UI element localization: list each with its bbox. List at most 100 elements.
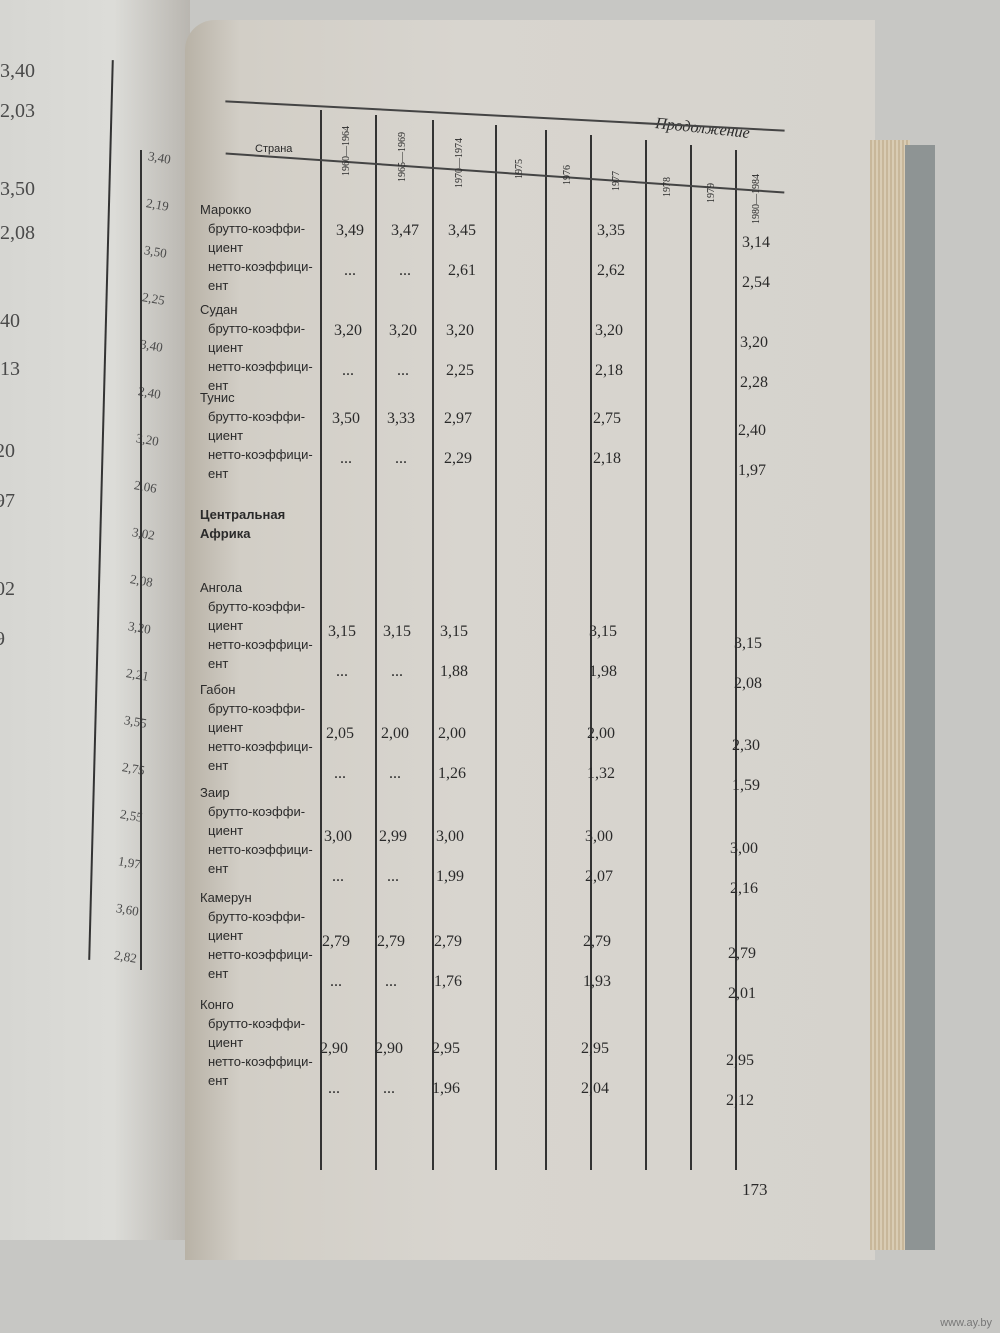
gross-value: 3,35	[597, 222, 625, 239]
gross-label: брутто-коэффи- циент	[208, 221, 306, 255]
country-name: Ангола	[200, 580, 243, 595]
net-value: 2,04	[581, 1080, 609, 1097]
gross-value: 3,00	[436, 828, 464, 845]
net-value: ...	[387, 868, 399, 885]
net-value: ...	[385, 973, 397, 990]
left-page-value: 2,03	[0, 100, 35, 122]
left-page-value: 97	[0, 490, 15, 512]
column-divider	[545, 130, 547, 1170]
net-value: 1,98	[589, 663, 617, 680]
gross-value: 2,30	[732, 737, 760, 754]
gross-value: 3,15	[734, 635, 762, 652]
net-value: 1,59	[732, 777, 760, 794]
gross-label: брутто-коэффи- циент	[208, 409, 306, 443]
gross-value: 3,15	[440, 623, 468, 640]
net-value: 1,97	[738, 462, 766, 479]
gross-value: 3,49	[336, 222, 364, 239]
country-name: Тунис	[200, 390, 235, 405]
net-value: 2,18	[593, 450, 621, 467]
gross-label: брутто-коэффи- циент	[208, 804, 306, 838]
column-divider	[690, 145, 692, 1170]
left-page	[0, 0, 190, 1240]
column-header: 1965—1969	[397, 132, 408, 182]
gross-value: 3,33	[387, 410, 415, 427]
gross-label: брутто-коэффи- циент	[208, 1016, 306, 1050]
net-value: 1,26	[438, 765, 466, 782]
gross-value: 2,05	[326, 725, 354, 742]
page-edges	[870, 140, 910, 1250]
book-cover	[905, 145, 935, 1250]
gross-value: 3,45	[448, 222, 476, 239]
gross-value: 2,99	[379, 828, 407, 845]
column-divider	[495, 125, 497, 1170]
country-name: Камерун	[200, 890, 252, 905]
net-value: 2,54	[742, 274, 770, 291]
gross-value: 2,95	[581, 1040, 609, 1057]
right-page	[185, 20, 875, 1260]
net-value: ...	[397, 362, 409, 379]
net-value: 1,96	[432, 1080, 460, 1097]
gross-value: 3,00	[324, 828, 352, 845]
column-divider	[735, 150, 737, 1170]
net-value: ...	[395, 450, 407, 467]
column-header: 1970—1974	[454, 138, 465, 188]
net-value: 2,25	[446, 362, 474, 379]
gross-value: 3,15	[328, 623, 356, 640]
column-divider	[320, 110, 322, 1170]
gross-value: 3,47	[391, 222, 419, 239]
net-value: ...	[383, 1080, 395, 1097]
gross-value: 2,00	[381, 725, 409, 742]
column-header: 1978	[662, 177, 673, 197]
net-value: ...	[342, 362, 354, 379]
region-heading: Центральная Африка	[200, 507, 286, 541]
left-page-value: 20	[0, 440, 15, 462]
gross-value: 2,00	[587, 725, 615, 742]
net-value: 1,93	[583, 973, 611, 990]
column-divider	[645, 140, 647, 1170]
gross-value: 3,20	[446, 322, 474, 339]
gross-value: 2,97	[444, 410, 472, 427]
gross-label: брутто-коэффи- циент	[208, 321, 306, 355]
gross-value: 3,00	[585, 828, 613, 845]
country-name: Заир	[200, 785, 230, 800]
net-value: 1,99	[436, 868, 464, 885]
gross-value: 3,20	[595, 322, 623, 339]
net-value: ...	[344, 262, 356, 279]
gross-value: 2,00	[438, 725, 466, 742]
watermark: www.ay.by	[940, 1317, 992, 1329]
column-header: 1980—1984	[751, 174, 762, 224]
net-value: 2,08	[734, 675, 762, 692]
page-number: 173	[742, 1180, 768, 1199]
net-value: 2,01	[728, 985, 756, 1002]
net-value: ...	[330, 973, 342, 990]
net-value: ...	[332, 868, 344, 885]
net-label: нетто-коэффици- ент	[208, 947, 313, 981]
country-name: Марокко	[200, 202, 252, 217]
net-value: 2,62	[597, 262, 625, 279]
column-header: 1960—1964	[341, 126, 352, 176]
net-label: нетто-коэффици- ент	[208, 637, 313, 671]
gross-value: 2,75	[593, 410, 621, 427]
column-divider	[590, 135, 592, 1170]
country-name: Конго	[200, 997, 234, 1012]
gross-value: 2,95	[726, 1052, 754, 1069]
gross-value: 3,15	[383, 623, 411, 640]
net-value: 2,28	[740, 374, 768, 391]
net-value: 1,88	[440, 663, 468, 680]
column-divider	[432, 120, 434, 1170]
net-label: нетто-коэффици- ент	[208, 447, 313, 481]
net-value: 2,16	[730, 880, 758, 897]
left-page-value: 9	[0, 628, 5, 650]
left-page-value: 3,50	[0, 178, 35, 200]
left-page-value: ,13	[0, 358, 20, 380]
column-divider	[375, 115, 377, 1170]
gross-value: 2,79	[728, 945, 756, 962]
net-value: 1,32	[587, 765, 615, 782]
net-value: ...	[391, 663, 403, 680]
gross-value: 2,79	[434, 933, 462, 950]
gross-value: 2,40	[738, 422, 766, 439]
column-header: 1975	[514, 159, 525, 179]
net-value: 2,61	[448, 262, 476, 279]
gross-label: брутто-коэффи- циент	[208, 909, 306, 943]
gross-value: 3,50	[332, 410, 360, 427]
